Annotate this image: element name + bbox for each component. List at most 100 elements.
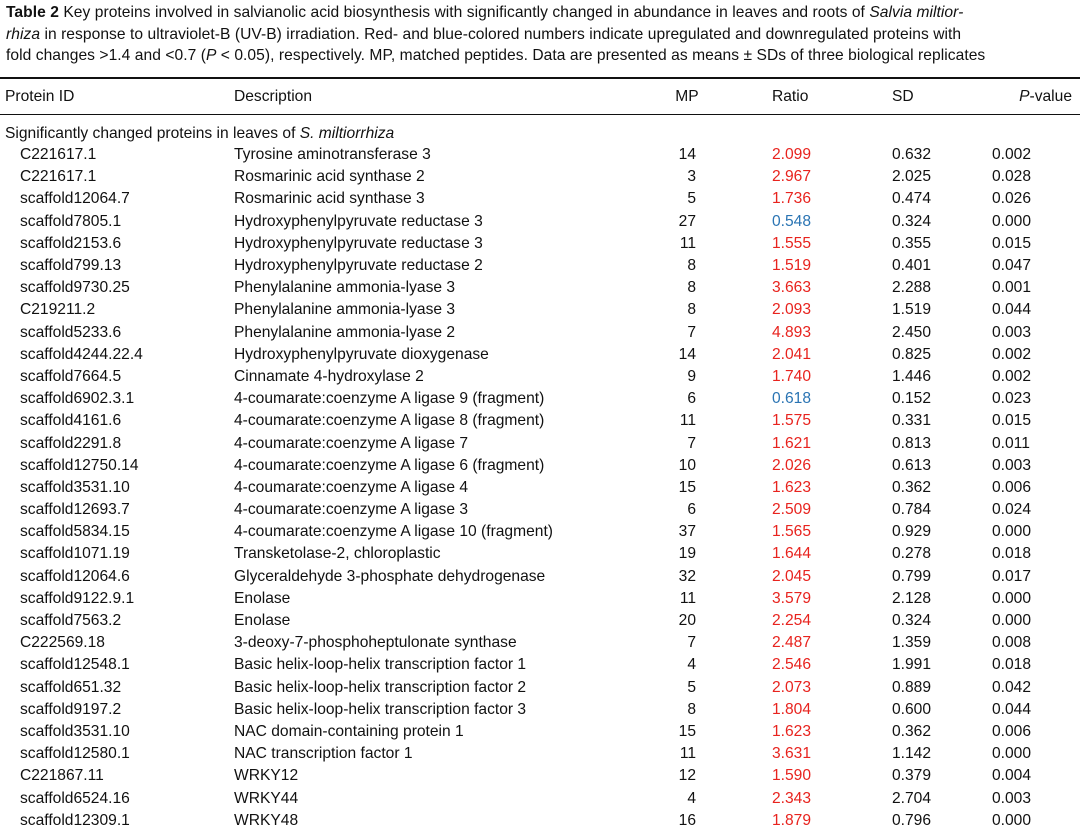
caption-line-2: rhiza in response to ultraviolet-B (UV-B… — [6, 24, 1074, 46]
sd-cell: 0.929 — [892, 523, 932, 541]
mp-cell: 8 — [687, 301, 696, 319]
table-row: scaffold4161.6 4-coumarate:coenzyme A lig… — [0, 410, 1080, 432]
table-row: scaffold2153.6 Hydroxyphenylpyruvate redu… — [0, 233, 1080, 255]
description-cell: Phenylalanine ammonia-lyase 3 — [234, 279, 456, 297]
table-row: scaffold12750.14 4-coumarate:coenzyme A l… — [0, 455, 1080, 477]
ratio-cell: 2.026 — [772, 456, 812, 474]
table-row: scaffold12309.1 WRKY48 16 1.879 0.796 0.000 — [0, 810, 1080, 832]
ratio-cell: 4.893 — [772, 323, 812, 341]
ratio-cell: 2.487 — [772, 634, 812, 652]
sd-cell: 0.600 — [892, 700, 932, 718]
table-row: scaffold9730.25 Phenylalanine ammonia-lya… — [0, 277, 1080, 299]
table-row: scaffold12580.1 NAC transcription factor … — [0, 743, 1080, 765]
sd-cell: 0.889 — [892, 678, 932, 696]
description-cell: WRKY12 — [234, 767, 299, 785]
protein-id-cell: C221617.1 — [20, 168, 97, 186]
mp-cell: 15 — [678, 478, 696, 496]
header-rule — [0, 114, 1080, 115]
table-row: scaffold12064.7 Rosmarinic acid synthase … — [0, 188, 1080, 210]
table-row: scaffold4244.22.4 Hydroxyphenylpyruvate d… — [0, 344, 1080, 366]
description-cell: 3-deoxy-7-phosphoheptulonate synthase — [234, 634, 517, 652]
ratio-cell: 1.565 — [772, 523, 812, 541]
p-value-cell: 0.001 — [992, 279, 1032, 297]
description-cell: Rosmarinic acid synthase 2 — [234, 168, 425, 186]
description-cell: Cinnamate 4-hydroxylase 2 — [234, 367, 424, 385]
p-value-cell: 0.003 — [992, 456, 1032, 474]
p-value-cell: 0.003 — [992, 789, 1032, 807]
sd-cell: 0.632 — [892, 146, 932, 164]
caption-text-3b: < 0.05), respectively. MP, matched pepti… — [216, 47, 986, 64]
protein-id-cell: scaffold12064.6 — [20, 567, 130, 585]
sd-cell: 0.324 — [892, 212, 932, 230]
mp-cell: 37 — [678, 523, 696, 541]
table-row: C221617.1 Tyrosine aminotransferase 3 14 2.… — [0, 144, 1080, 166]
mp-cell: 11 — [679, 745, 696, 763]
mp-cell: 16 — [678, 811, 696, 829]
sd-cell: 0.379 — [892, 767, 932, 785]
sd-cell: 0.355 — [892, 234, 932, 252]
table-label: Table 2 — [6, 4, 59, 21]
column-header-description: Description — [234, 88, 312, 105]
description-cell: Hydroxyphenylpyruvate reductase 3 — [234, 234, 483, 252]
sd-cell: 0.474 — [892, 190, 932, 208]
description-cell: Glyceraldehyde 3-phosphate dehydrogenase — [234, 567, 546, 585]
p-value-cell: 0.004 — [992, 767, 1032, 785]
caption-line-1: Table 2 Key proteins involved in salvian… — [6, 2, 1074, 24]
protein-id-cell: scaffold12309.1 — [20, 811, 130, 829]
p-value-cell: 0.024 — [992, 501, 1032, 519]
protein-id-cell: scaffold7664.5 — [20, 367, 122, 385]
mp-cell: 3 — [687, 168, 696, 186]
table-caption: Table 2 Key proteins involved in salvian… — [6, 2, 1074, 67]
protein-id-cell: scaffold9730.25 — [20, 279, 130, 297]
mp-cell: 10 — [678, 456, 696, 474]
table-row: C221867.11 WRKY12 12 1.590 0.379 0.004 — [0, 765, 1080, 787]
table-row: scaffold6524.16 WRKY44 4 2.343 2.704 0.003 — [0, 787, 1080, 809]
mp-cell: 6 — [687, 501, 696, 519]
sd-cell: 1.142 — [892, 745, 932, 763]
sd-cell: 0.796 — [892, 811, 932, 829]
p-value-cell: 0.011 — [992, 434, 1030, 452]
table-row: C219211.2 Phenylalanine ammonia-lyase 3 8 2… — [0, 299, 1080, 321]
mp-cell: 7 — [687, 323, 696, 341]
protein-id-cell: scaffold6524.16 — [20, 789, 130, 807]
protein-id-cell: scaffold651.32 — [20, 678, 122, 696]
protein-id-cell: scaffold12750.14 — [20, 456, 139, 474]
sd-cell: 0.784 — [892, 501, 932, 519]
description-cell: Enolase — [234, 612, 291, 630]
description-cell: Basic helix-loop-helix transcription fac… — [234, 656, 527, 674]
table-row: scaffold9122.9.1 Enolase 11 3.579 2.128 0.000 — [0, 588, 1080, 610]
ratio-cell: 2.509 — [772, 501, 812, 519]
mp-cell: 8 — [687, 257, 696, 275]
section-row: Significantly changed proteins in leaves… — [0, 123, 1080, 144]
sd-cell: 0.613 — [892, 456, 932, 474]
description-cell: WRKY44 — [234, 789, 299, 807]
p-value-cell: 0.000 — [992, 811, 1032, 829]
protein-id-cell: scaffold12064.7 — [20, 190, 130, 208]
protein-id-cell: C219211.2 — [20, 301, 96, 319]
mp-cell: 32 — [678, 567, 696, 585]
mp-cell: 4 — [687, 789, 696, 807]
caption-text-1: Key proteins involved in salvianolic aci… — [58, 4, 870, 21]
description-cell: 4-coumarate:coenzyme A ligase 8 (fragmen… — [234, 412, 545, 430]
ratio-cell: 1.804 — [772, 700, 812, 718]
description-cell: 4-coumarate:coenzyme A ligase 4 — [234, 478, 469, 496]
ratio-cell: 2.045 — [772, 567, 812, 585]
p-value-cell: 0.000 — [992, 589, 1032, 607]
sd-cell: 0.331 — [892, 412, 932, 430]
caption-p-symbol: P — [205, 47, 217, 64]
p-value-cell: 0.015 — [992, 412, 1032, 430]
protein-id-cell: C221617.1 — [20, 146, 97, 164]
ratio-cell: 2.546 — [772, 656, 812, 674]
caption-line-3: fold changes >1.4 and <0.7 (P < 0.05), r… — [6, 45, 1074, 67]
protein-id-cell: scaffold12580.1 — [20, 745, 130, 763]
top-rule — [0, 77, 1080, 79]
protein-id-cell: scaffold3531.10 — [20, 478, 130, 496]
p-value-cell: 0.018 — [992, 656, 1032, 674]
table-row: scaffold5834.15 4-coumarate:coenzyme A li… — [0, 521, 1080, 543]
sd-cell: 2.288 — [892, 279, 932, 297]
description-cell: Hydroxyphenylpyruvate reductase 2 — [234, 257, 483, 275]
p-value-cell: 0.000 — [992, 212, 1032, 230]
protein-id-cell: scaffold2153.6 — [20, 234, 122, 252]
description-cell: NAC domain-containing protein 1 — [234, 722, 464, 740]
